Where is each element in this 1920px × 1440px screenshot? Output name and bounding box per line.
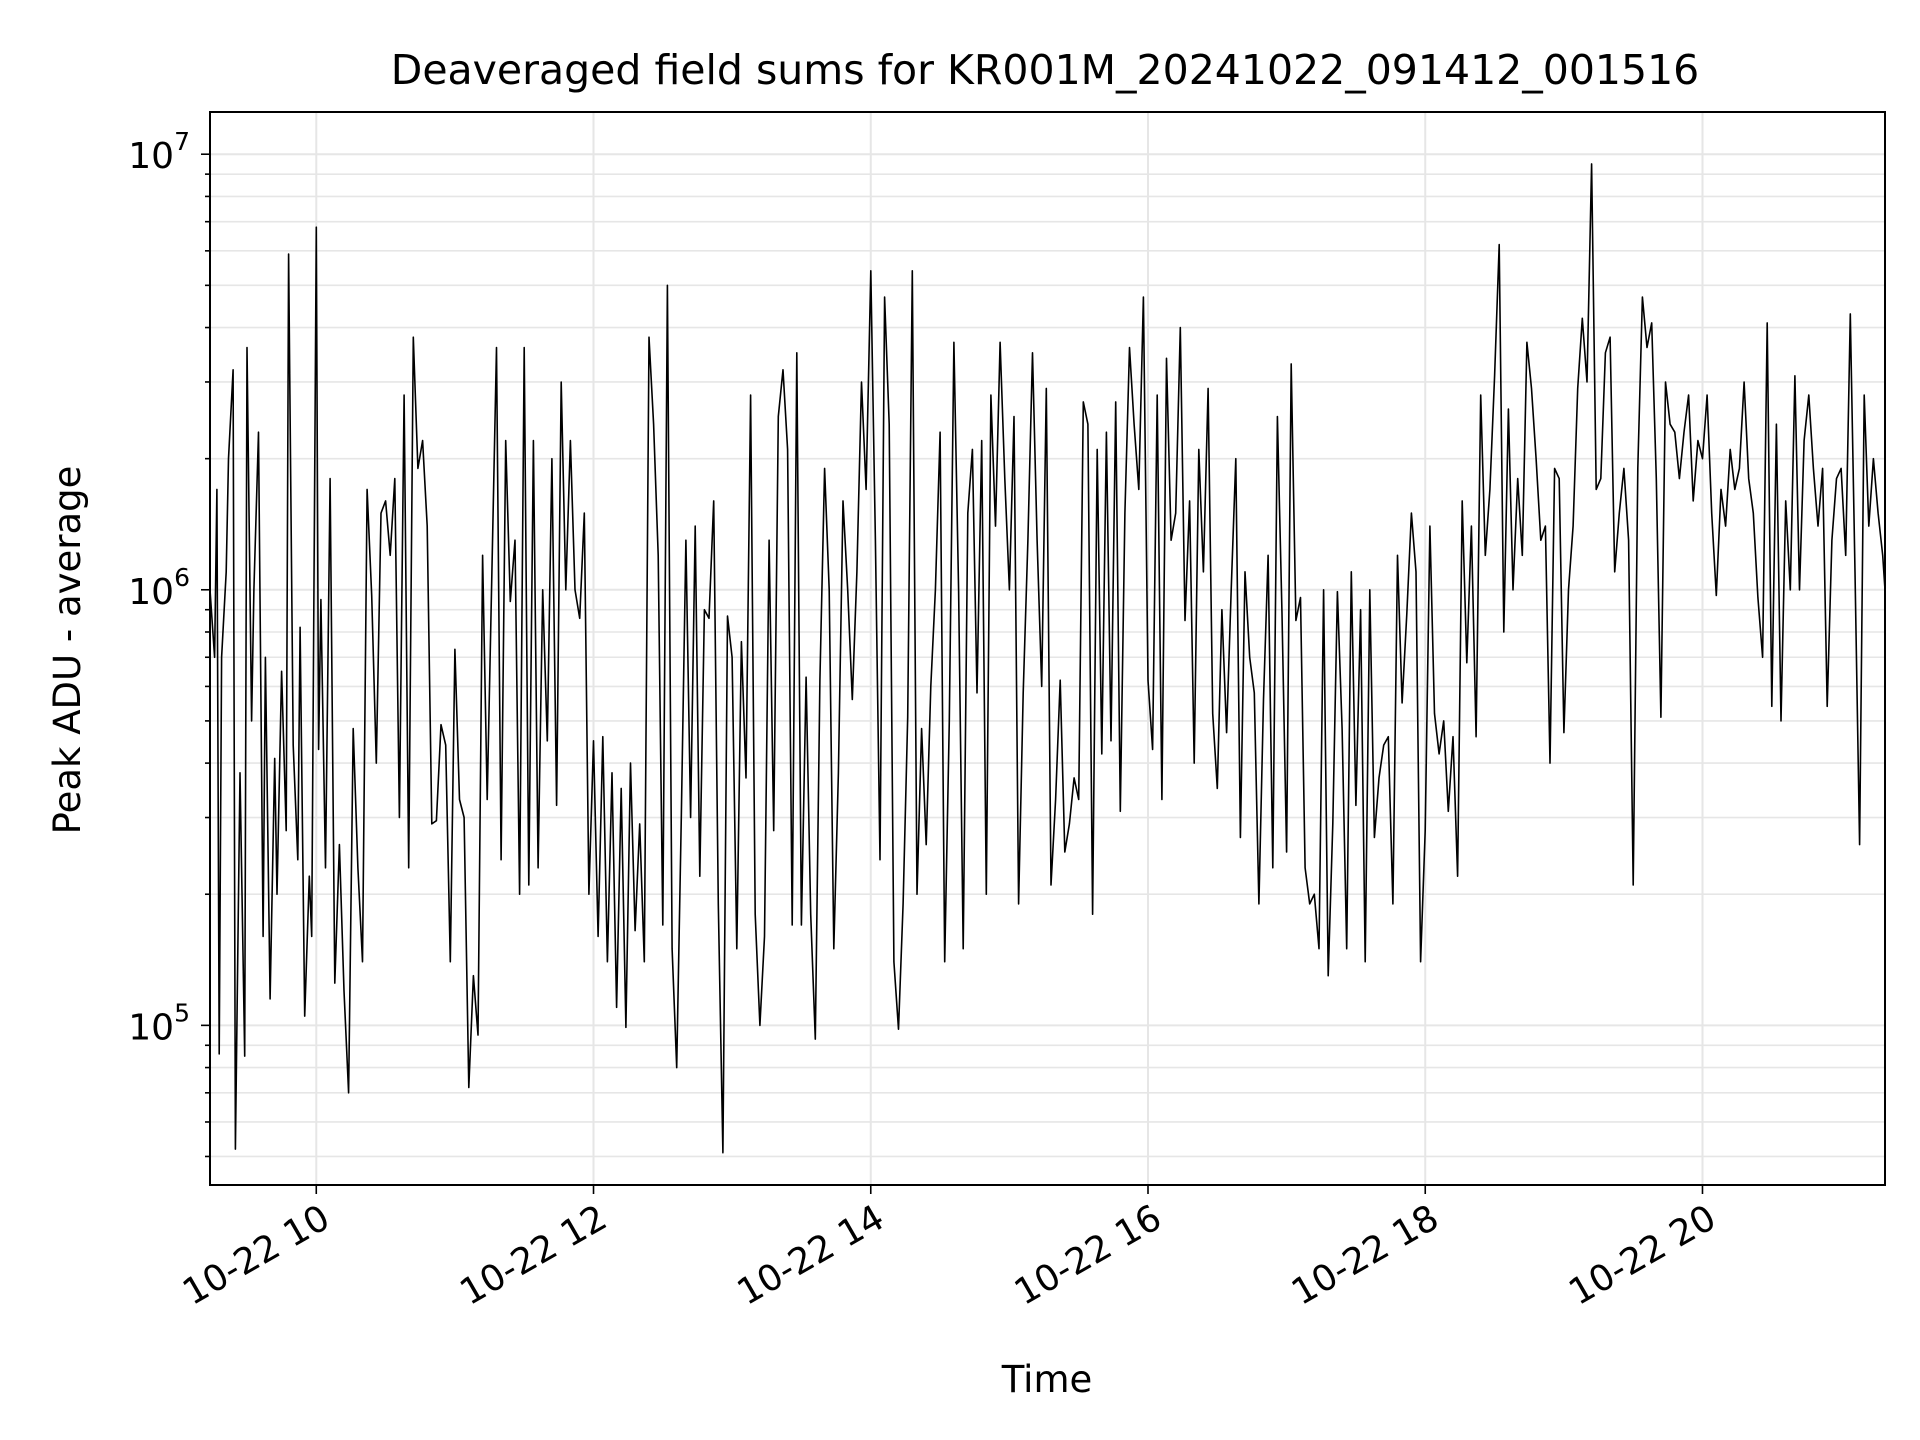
series-line	[209, 163, 1886, 1154]
y-tick-label: 105	[128, 998, 190, 1048]
x-axis-label: Time	[1001, 1358, 1093, 1401]
y-tick-label: 106	[128, 563, 190, 613]
chart-title: Deaveraged field sums for KR001M_2024102…	[391, 46, 1700, 94]
axes-frame	[209, 111, 1886, 1186]
y-axis-ticks: 105 106 107	[128, 127, 210, 1158]
y-tick-label: 107	[128, 127, 190, 177]
y-axis-label: Peak ADU - average	[46, 466, 89, 835]
